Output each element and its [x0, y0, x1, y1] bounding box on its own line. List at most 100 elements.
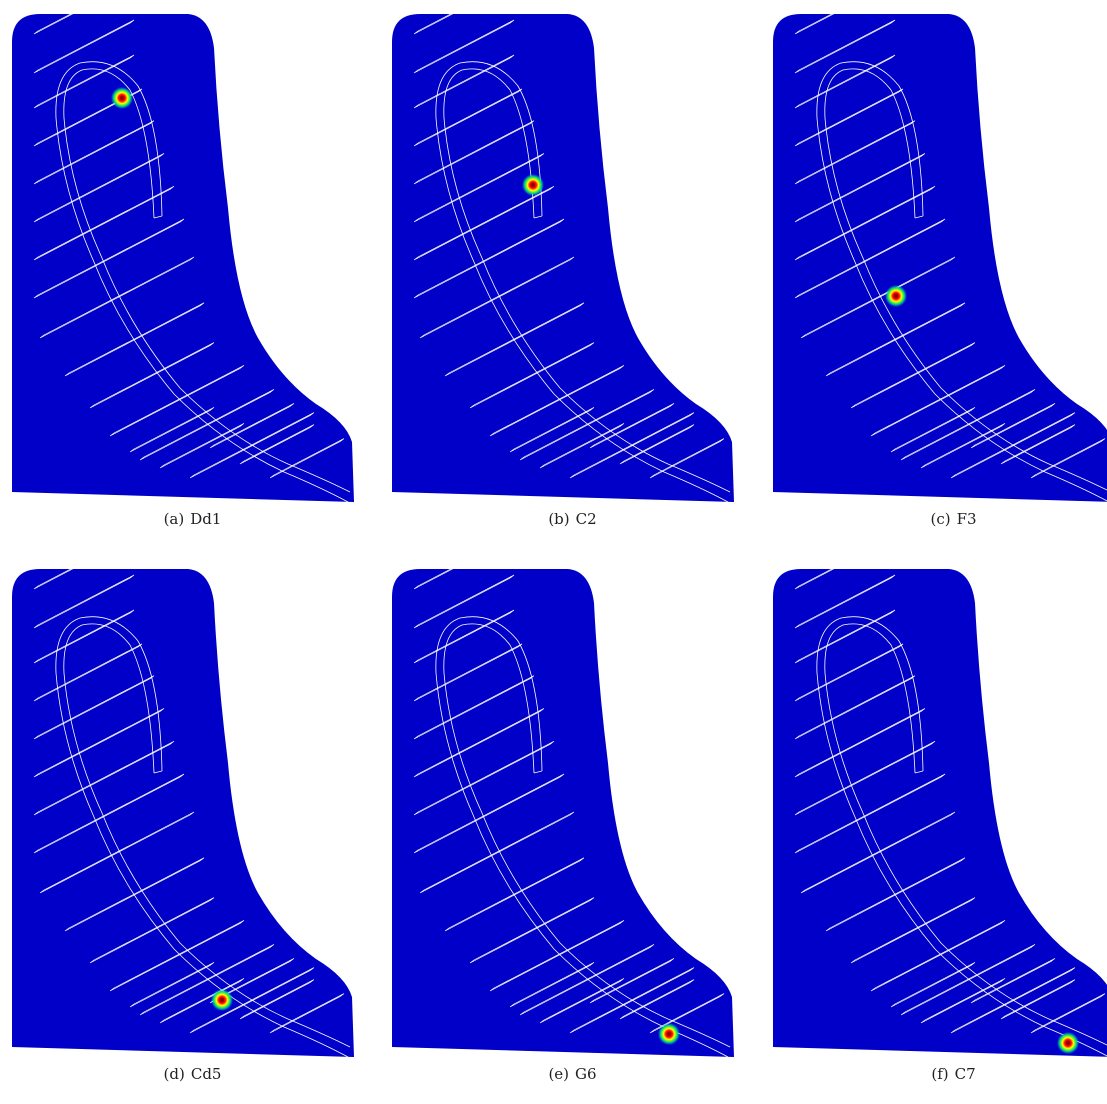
panel-caption: (f) C7: [771, 1065, 1107, 1083]
slot-outline: [419, 811, 575, 894]
slot-outline: [794, 54, 896, 109]
panel-label: C2: [575, 510, 597, 528]
slot-outline: [33, 218, 185, 299]
slot-outline: [413, 643, 523, 702]
panel-figure: [392, 563, 734, 1058]
slot-outline: [870, 365, 1006, 437]
hotspot-core: [119, 95, 125, 101]
slot-outline: [33, 740, 175, 816]
cooling-channel: [816, 61, 1107, 502]
slot-outline: [794, 8, 846, 35]
slot-outlines: [794, 8, 1106, 479]
panel-b: (b) C2: [390, 8, 755, 538]
panel-figure: [392, 8, 734, 503]
panel-label: F3: [956, 510, 977, 528]
slot-outline: [139, 389, 275, 461]
blade-shape: [12, 569, 354, 1057]
channel-end-cap: [533, 770, 543, 774]
slot-outline: [649, 993, 725, 1034]
slot-outline: [469, 342, 595, 409]
slot-outline: [109, 365, 245, 437]
slot-outlines: [794, 563, 1106, 1034]
slot-outline: [850, 897, 976, 964]
panel-c: (c) F3: [771, 8, 1107, 538]
panel-caption: (d) Cd5: [10, 1065, 375, 1083]
channel-outer-line: [63, 623, 351, 1048]
channel-inner-line: [816, 616, 1107, 1057]
slot-outlines: [33, 563, 345, 1034]
slot-outline: [129, 407, 215, 453]
slot-outline: [489, 365, 625, 437]
slot-outline: [39, 811, 195, 894]
slot-outline: [950, 967, 1076, 1034]
slot-outline: [269, 438, 345, 479]
panel-label: Cd5: [190, 1065, 222, 1083]
slot-outline: [33, 773, 185, 854]
slot-outline: [413, 8, 465, 35]
slot-outline: [569, 967, 695, 1034]
channel-outer-line: [443, 68, 731, 493]
hotspot-core: [530, 182, 536, 188]
panel-tag: (b): [548, 510, 570, 528]
slot-outline: [413, 609, 515, 664]
panel-tag: (c): [930, 510, 951, 528]
slot-outline: [33, 88, 143, 147]
panel-caption: (e) G6: [390, 1065, 755, 1083]
slot-outline: [900, 944, 1036, 1016]
panel-e: (e) G6: [390, 563, 755, 1093]
hotspot-core: [219, 997, 225, 1003]
panel-tag: (f): [931, 1065, 949, 1083]
slot-outlines: [413, 8, 725, 479]
slot-outline: [413, 675, 535, 740]
slot-outline: [519, 389, 655, 461]
slot-outline: [444, 302, 585, 377]
slot-outline: [794, 708, 926, 778]
blade-shape: [773, 14, 1107, 502]
panel-tag: (d): [163, 1065, 185, 1083]
slot-outline: [794, 643, 904, 702]
slot-outlines: [413, 563, 725, 1034]
channel-end-cap: [153, 215, 163, 219]
slot-outline: [209, 403, 295, 449]
slot-outline: [794, 574, 896, 629]
hotspot-core: [1065, 1040, 1071, 1046]
slot-outline: [139, 944, 275, 1016]
hotspot-core: [666, 1031, 672, 1037]
slot-outline: [825, 857, 966, 932]
channel-end-cap: [153, 770, 163, 774]
panel-figure: [773, 8, 1107, 502]
cooling-channel: [55, 616, 351, 1058]
slot-outline: [794, 153, 926, 223]
channel-outer-line: [443, 623, 731, 1048]
slot-outline: [920, 423, 1006, 469]
cooling-channel: [435, 616, 731, 1058]
slot-outline: [413, 88, 523, 147]
slot-outline: [239, 424, 315, 465]
slot-outline: [794, 773, 946, 854]
slot-outline: [539, 423, 625, 469]
slot-outline: [413, 218, 565, 299]
slot-outline: [33, 563, 85, 590]
panel-f: (f) C7: [771, 563, 1107, 1093]
slot-outline: [413, 153, 545, 223]
channel-inner-line: [816, 61, 1107, 502]
slot-outline: [900, 389, 1036, 461]
slot-outline: [33, 185, 175, 261]
slot-outline: [33, 120, 155, 185]
blade-shape: [392, 569, 734, 1057]
slot-outline: [33, 54, 135, 109]
panel-label: C7: [954, 1065, 976, 1083]
panel-d: (d) Cd5: [10, 563, 375, 1093]
slot-outline: [619, 424, 695, 465]
slot-outline: [413, 185, 555, 261]
slot-outline: [413, 773, 565, 854]
slot-outline: [920, 978, 1006, 1024]
channel-end-cap: [914, 215, 924, 219]
slot-outline: [800, 256, 956, 339]
cooling-channel: [55, 61, 351, 503]
panel-label: G6: [575, 1065, 597, 1083]
slot-outline: [33, 19, 135, 74]
slot-outline: [970, 958, 1056, 1004]
slot-outline: [269, 993, 345, 1034]
slot-outline: [64, 857, 205, 932]
